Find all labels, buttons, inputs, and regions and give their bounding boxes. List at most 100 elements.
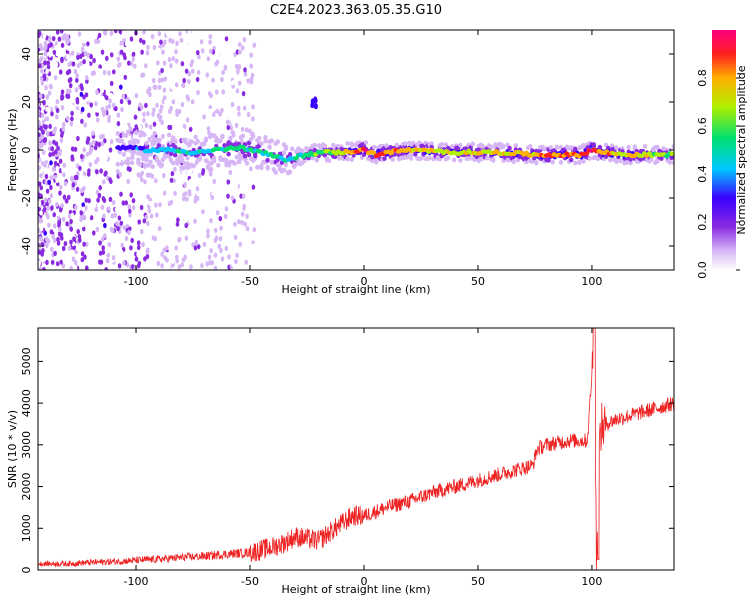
noise-cell: [210, 194, 215, 201]
noise-cell: [50, 111, 54, 117]
ridge-halo-cell: [314, 157, 319, 163]
noise-cell: [159, 104, 164, 110]
noise-cell: [68, 83, 73, 89]
ridge-halo-cell: [187, 142, 192, 148]
noise-cell: [169, 191, 173, 197]
noise-cell: [157, 30, 162, 37]
ridge-halo-cell: [402, 141, 408, 147]
noise-cell: [80, 257, 85, 263]
noise-cell: [109, 139, 114, 145]
noise-cell: [38, 33, 41, 39]
ridge-halo-cell: [123, 133, 129, 139]
noise-cell: [142, 30, 146, 35]
noise-cell: [233, 221, 237, 227]
noise-cell: [89, 146, 94, 152]
ridge-halo-cell: [269, 138, 274, 144]
noise-cell: [92, 182, 97, 189]
noise-cell: [73, 260, 78, 266]
colorbar-tick-label: 0.6: [696, 117, 709, 135]
ridge-halo-cell: [468, 145, 473, 150]
noise-cell: [119, 84, 123, 90]
x-tick-label: 0: [360, 275, 367, 288]
noise-cell: [50, 266, 54, 270]
noise-cell: [127, 60, 131, 66]
noise-cell: [158, 108, 163, 114]
noise-cell: [146, 194, 150, 200]
noise-cell: [111, 102, 116, 108]
ridge-halo-cell: [189, 139, 194, 145]
noise-cell: [180, 102, 185, 108]
noise-cell: [75, 77, 79, 83]
noise-cell: [73, 265, 78, 270]
noise-cell: [39, 210, 43, 216]
noise-cell: [242, 37, 247, 43]
noise-cell: [38, 57, 43, 64]
noise-cell: [85, 151, 90, 157]
noise-cell: [140, 177, 144, 183]
spectrogram-y-label: Frequency (Hz): [6, 109, 19, 192]
noise-cell: [174, 210, 178, 216]
noise-cell: [93, 33, 98, 40]
y-tick-label: 5000: [20, 347, 33, 375]
noise-cell: [94, 38, 98, 45]
noise-cell: [137, 260, 142, 266]
noise-cell: [124, 41, 129, 47]
noise-cell: [83, 122, 87, 128]
ridge-halo-cell: [134, 130, 139, 136]
snr-y-label: SNR (10 * v/v): [6, 410, 19, 488]
noise-cell: [58, 226, 62, 233]
noise-cell: [56, 145, 60, 151]
noise-cell: [104, 47, 108, 53]
noise-cell: [221, 69, 225, 76]
noise-cell: [70, 89, 75, 95]
noise-cell: [90, 70, 95, 76]
noise-cell: [76, 171, 80, 177]
noise-cell: [249, 166, 253, 172]
ridge-halo-cell: [569, 157, 574, 163]
noise-cell: [47, 107, 51, 113]
noise-cell: [54, 61, 59, 67]
noise-cell: [188, 178, 193, 184]
noise-cell: [173, 166, 177, 172]
ridge-halo-cell: [129, 155, 135, 160]
noise-cell: [150, 173, 155, 179]
x-tick-label: 100: [581, 275, 602, 288]
ridge-halo-cell: [148, 159, 153, 165]
noise-cell: [141, 72, 146, 78]
noise-cell: [173, 74, 178, 80]
noise-cell: [116, 226, 120, 232]
ridge-halo-cell: [263, 138, 268, 144]
noise-cell: [85, 61, 90, 67]
noise-cell: [80, 47, 85, 53]
noise-cell: [213, 237, 218, 243]
noise-cell: [99, 114, 103, 120]
y-tick-label: 20: [20, 95, 33, 109]
ridge-halo-cell: [144, 140, 149, 146]
noise-cell: [209, 48, 213, 54]
ridge-halo-cell: [618, 158, 623, 164]
noise-cell: [79, 114, 83, 120]
ridge-halo-cell: [628, 160, 633, 166]
noise-cell: [95, 226, 100, 232]
noise-cell: [219, 225, 223, 231]
ridge-halo-cell: [191, 163, 196, 169]
noise-cell: [165, 245, 169, 251]
ridge-halo-cell: [275, 139, 280, 145]
noise-cell: [195, 58, 200, 64]
noise-cell: [61, 216, 66, 222]
noise-cell: [67, 213, 72, 219]
ridge-halo-cell: [125, 129, 131, 135]
noise-cell: [111, 199, 116, 206]
noise-cell: [183, 210, 187, 216]
noise-cell: [92, 139, 96, 145]
ridge-halo-cell: [125, 156, 131, 162]
noise-cell: [44, 173, 49, 180]
noise-cell: [117, 263, 122, 269]
noise-cell: [310, 98, 315, 105]
noise-cell: [225, 106, 230, 112]
noise-cell: [97, 142, 101, 148]
ridge-halo-cell: [234, 154, 239, 160]
noise-cell: [79, 91, 84, 97]
ridge-halo-cell: [203, 137, 209, 143]
noise-cell: [197, 228, 202, 234]
